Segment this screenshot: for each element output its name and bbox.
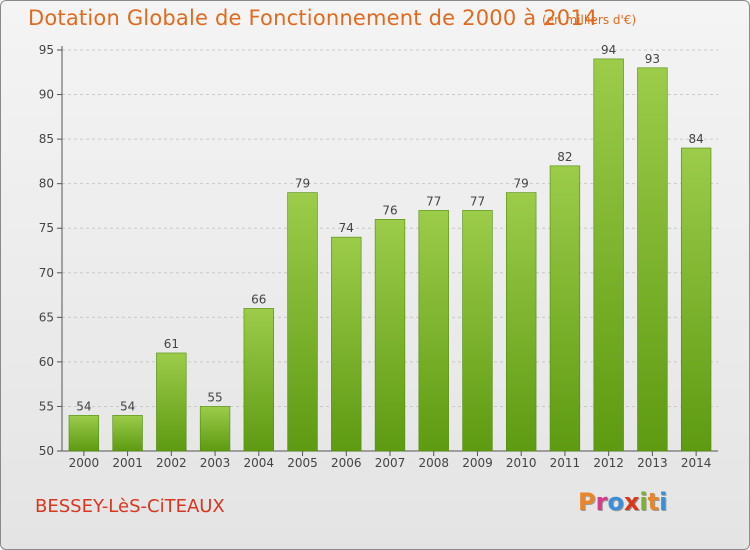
bar-2003 [199, 406, 231, 452]
logo-letter: i [659, 488, 668, 516]
data-label: 94 [601, 43, 616, 57]
data-label: 93 [645, 52, 660, 66]
axes: 50 55 60 65 70 75 80 85 90 95 2000 2001 2002 2003 2004… [39, 43, 718, 470]
logo-letter: t [647, 488, 660, 516]
x-tick-label: 2009 [462, 456, 493, 470]
chart-subtitle: (en milliers d'€) [542, 13, 637, 27]
y-tick-label: 50 [39, 444, 54, 458]
data-label: 77 [470, 194, 485, 208]
x-tick-label: 2001 [112, 456, 143, 470]
data-label: 77 [426, 194, 441, 208]
y-tick-label: 75 [39, 221, 54, 235]
bar-2006 [331, 236, 362, 452]
bar-2007 [374, 219, 406, 452]
x-tick-label: 2011 [550, 456, 581, 470]
x-tick-label: 2004 [244, 456, 275, 470]
bars [68, 58, 712, 452]
x-tick-label: 2013 [637, 456, 668, 470]
bar-2002 [156, 352, 187, 452]
logo-letter: P [578, 488, 596, 516]
logo-letter: r [595, 488, 608, 516]
data-label: 76 [382, 203, 397, 217]
bar-2010 [506, 192, 537, 452]
y-tick-label: 70 [39, 266, 54, 280]
data-label: 79 [514, 177, 529, 191]
bar-2013 [637, 67, 668, 452]
data-labels: 54 54 61 55 66 79 74 76 77 77 79 82 94 93 84 [76, 43, 704, 413]
data-label: 55 [207, 390, 222, 404]
logo-letter: i [639, 488, 648, 516]
bar-2011 [549, 165, 581, 452]
bar-2009 [462, 210, 493, 452]
chart-title: Dotation Globale de Fonctionnement de 20… [28, 6, 598, 30]
bar-2005 [287, 192, 318, 452]
x-tick-label: 2014 [681, 456, 712, 470]
bar-2000 [68, 415, 100, 452]
y-tick-label: 90 [39, 88, 54, 102]
bar-2001 [112, 415, 143, 452]
bar-2004 [243, 308, 274, 452]
logo-letter: o [607, 488, 624, 516]
x-tick-label: 2003 [200, 456, 231, 470]
data-label: 74 [339, 221, 354, 235]
x-tick-label: 2002 [156, 456, 187, 470]
data-label: 79 [295, 177, 310, 191]
y-tick-label: 95 [39, 43, 54, 57]
bar-2008 [418, 210, 449, 452]
y-tick-label: 65 [39, 310, 54, 324]
y-tick-label: 60 [39, 355, 54, 369]
bar-2014 [680, 147, 712, 452]
bar-2012 [593, 58, 624, 452]
data-label: 61 [164, 337, 179, 351]
x-tick-label: 2012 [593, 456, 624, 470]
x-tick-label: 2010 [506, 456, 537, 470]
data-label: 84 [688, 132, 703, 146]
data-label: 54 [76, 399, 91, 413]
y-tick-label: 80 [39, 177, 54, 191]
x-tick-label: 2005 [287, 456, 318, 470]
x-tick-label: 2000 [69, 456, 100, 470]
data-label: 82 [557, 150, 572, 164]
logo-letter: x [623, 488, 640, 516]
x-tick-label: 2007 [375, 456, 406, 470]
y-tick-label: 55 [39, 399, 54, 413]
data-label: 66 [251, 292, 266, 306]
data-label: 54 [120, 399, 135, 413]
y-tick-label: 85 [39, 132, 54, 146]
x-tick-label: 2006 [331, 456, 362, 470]
proxiti-logo[interactable]: Proxiti [578, 488, 667, 516]
commune-name: BESSEY-LèS-CiTEAUX [35, 496, 225, 517]
x-tick-label: 2008 [418, 456, 449, 470]
